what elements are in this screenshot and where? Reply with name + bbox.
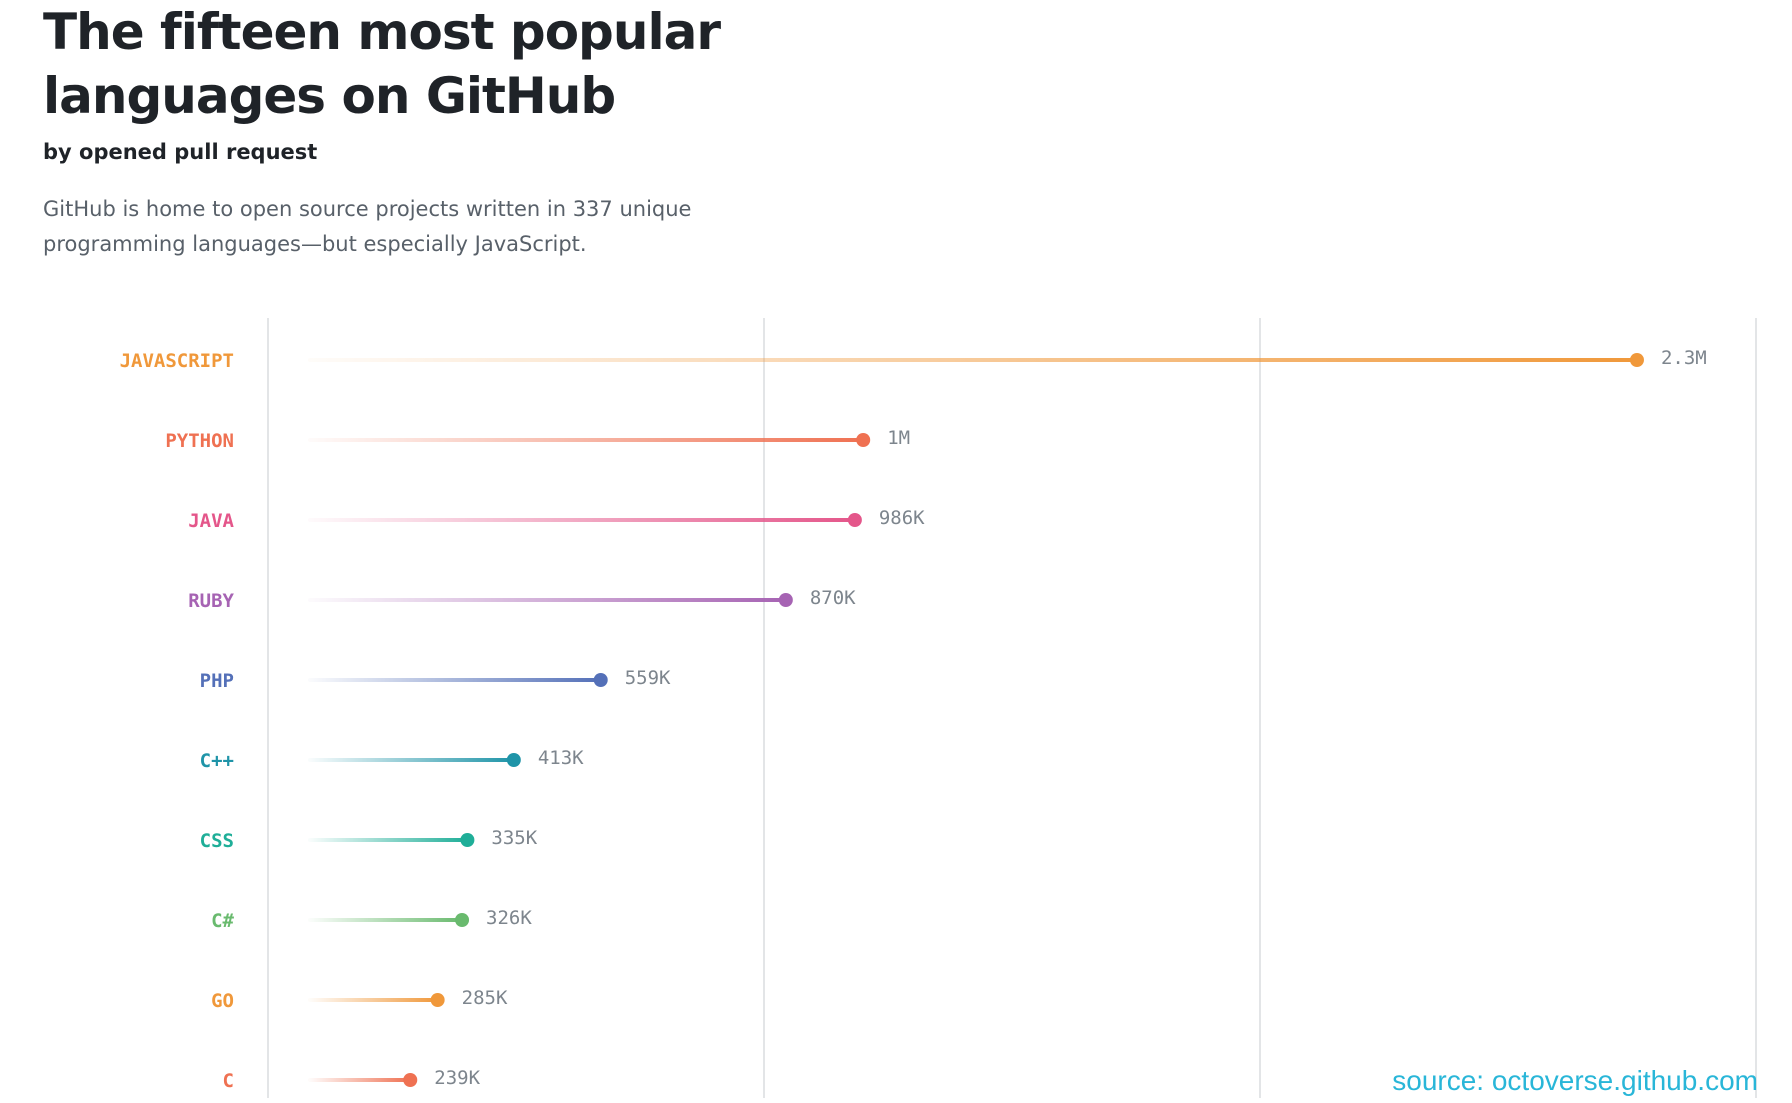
lollipop-point [847,513,862,527]
value-label: 870K [810,587,856,609]
category-label: C++ [200,750,234,772]
value-label: 1M [887,427,910,449]
lollipop-point [1629,353,1644,367]
source-credit: source: octoverse.github.com [1392,1065,1758,1096]
value-label: 285K [462,987,508,1009]
lollipop-point [506,753,521,767]
category-label: RUBY [188,590,234,612]
value-label: 335K [491,827,537,849]
lollipop-point [856,433,871,447]
gridlines [267,318,1757,1098]
lollipop-point [403,1073,418,1087]
data-series: JAVASCRIPT 2.3M PYTHON 1M JAVA 986K RUBY 870K PH… [120,347,1707,1092]
chart-description: GitHub is home to open source projects w… [43,197,692,256]
value-label: 2.3M [1661,347,1707,369]
category-label: GO [211,990,234,1012]
value-label: 986K [879,507,925,529]
value-label: 239K [434,1067,480,1089]
category-label: C [223,1070,234,1092]
lollipop-point [430,993,445,1007]
category-label: PYTHON [165,430,234,452]
category-label: CSS [200,830,234,852]
category-label: PHP [200,670,234,692]
chart-subtitle: by opened pull request [43,140,318,164]
lollipop-point [593,673,608,687]
chart-title: The fifteen most popular languages on Gi… [43,3,721,125]
category-label: JAVA [188,510,234,532]
lollipop-point [778,593,793,607]
value-label: 559K [625,667,671,689]
category-label: C# [211,910,234,932]
lollipop-point [460,833,475,847]
value-label: 326K [486,907,532,929]
lollipop-point [455,913,470,927]
category-label: JAVASCRIPT [120,350,234,372]
value-label: 413K [538,747,584,769]
